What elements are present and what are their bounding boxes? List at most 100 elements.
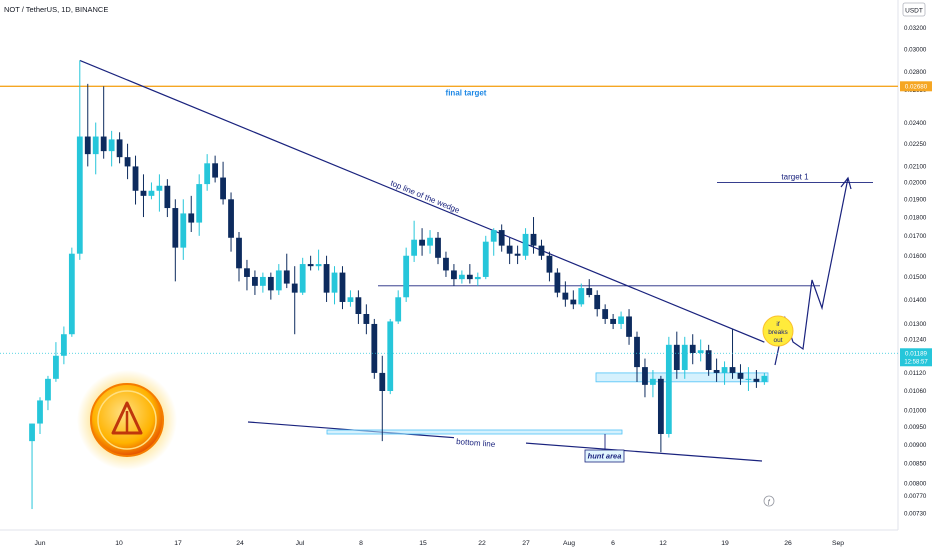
price-tick-label: 0.00950 xyxy=(904,424,927,431)
candle-body xyxy=(474,276,481,280)
candle-body xyxy=(578,288,585,305)
candle xyxy=(339,266,346,310)
candle xyxy=(506,237,513,265)
candle xyxy=(45,375,51,411)
candle xyxy=(546,251,553,282)
candle-body xyxy=(689,344,696,353)
candle-body xyxy=(244,268,250,277)
candle xyxy=(411,220,418,262)
candle xyxy=(92,122,99,175)
time-tick-label: 26 xyxy=(784,540,792,547)
candle xyxy=(689,334,696,365)
candle-body xyxy=(315,264,322,267)
time-tick-label: 15 xyxy=(419,540,427,547)
currency-badge[interactable] xyxy=(902,2,926,17)
candle xyxy=(140,174,147,218)
time-tick-label: Aug xyxy=(563,540,575,547)
price-tick-label: 0.02100 xyxy=(904,164,927,171)
candle-body xyxy=(228,199,234,238)
candle-body xyxy=(514,253,521,256)
candle xyxy=(435,231,441,265)
price-tick-label: 0.01000 xyxy=(904,407,927,414)
candle xyxy=(761,372,768,385)
candle-body xyxy=(37,400,43,424)
candle xyxy=(705,344,712,376)
time-tick-label: 10 xyxy=(115,540,123,547)
candle-body xyxy=(140,190,147,196)
candle-body xyxy=(753,378,760,382)
candle-body xyxy=(379,372,386,392)
final-target-price-tag xyxy=(900,81,932,92)
candle-body xyxy=(307,264,314,267)
candle-body xyxy=(371,323,378,373)
candle xyxy=(729,329,736,379)
price-tick-label: 0.02400 xyxy=(904,120,927,127)
candle xyxy=(657,375,664,453)
target1-label: target 1 xyxy=(781,172,809,181)
price-tick-label: 0.01060 xyxy=(904,388,927,395)
candle-body xyxy=(435,237,441,258)
candle-body xyxy=(164,185,171,209)
candle-body xyxy=(387,321,394,392)
candle xyxy=(188,195,195,232)
candle xyxy=(474,272,481,286)
price-tick-label: 0.02800 xyxy=(904,69,927,76)
candle-body xyxy=(172,208,179,248)
consolidation-box xyxy=(595,372,769,383)
candle xyxy=(323,255,330,302)
time-tick-label: 17 xyxy=(174,540,182,547)
candle xyxy=(331,266,338,305)
candle-body xyxy=(411,239,418,256)
candle xyxy=(498,224,505,252)
candle xyxy=(594,290,601,317)
time-tick-label: Jun xyxy=(35,540,46,547)
time-tick-label: 19 xyxy=(721,540,729,547)
candle xyxy=(650,369,656,398)
final-target-label: final target xyxy=(446,88,487,97)
candle-body xyxy=(570,299,577,305)
time-axis: Jun 10 17 24 Jul 8 15 22 27 Aug 6 12 19 26 Sep xyxy=(35,540,845,547)
time-tick-label: 22 xyxy=(478,540,486,547)
price-axis: 0.032000.030000.028000.026500.024000.022… xyxy=(904,25,927,517)
price-tick-label: 0.00800 xyxy=(904,481,927,488)
price-tick-label: 0.00900 xyxy=(904,442,927,449)
candle-body xyxy=(697,350,704,353)
candle xyxy=(482,235,489,280)
candle-body xyxy=(283,270,290,284)
candle xyxy=(307,255,314,271)
candle-body xyxy=(180,213,187,248)
candle-body xyxy=(642,367,648,385)
tradingview-icon[interactable] xyxy=(763,495,775,507)
candle-body xyxy=(92,136,99,155)
candle-body xyxy=(395,297,402,322)
candle-body xyxy=(148,190,155,196)
candle xyxy=(713,358,720,382)
candle-body xyxy=(275,270,282,291)
price-tick-label: 0.00730 xyxy=(904,511,927,518)
warning-triangle-icon xyxy=(111,401,143,435)
candle-body xyxy=(220,177,226,200)
candle-body xyxy=(443,257,449,271)
tradingview-icon-glyph: ƒ xyxy=(767,500,770,506)
candle xyxy=(387,318,394,395)
candle-body xyxy=(259,276,266,286)
candle xyxy=(267,272,274,300)
currency-badge-label: USDT xyxy=(905,8,923,15)
candle-body xyxy=(100,136,107,152)
time-tick-label: 6 xyxy=(611,540,615,547)
candle xyxy=(451,264,457,286)
price-tick-label: 0.01240 xyxy=(904,337,927,344)
candle xyxy=(578,283,585,307)
candle xyxy=(570,290,577,310)
candle xyxy=(610,314,617,330)
candle-body xyxy=(594,294,601,310)
candle-body xyxy=(84,136,91,155)
candle xyxy=(618,311,624,330)
candle-body xyxy=(705,350,712,370)
candle xyxy=(299,257,306,295)
projection-arrowhead xyxy=(840,176,852,190)
price-tick-label: 0.03200 xyxy=(904,25,927,32)
candle-body xyxy=(466,274,473,280)
candle xyxy=(586,279,593,298)
